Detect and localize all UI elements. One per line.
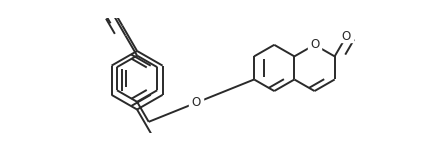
Bar [339,31,352,42]
Text: O: O [341,30,350,43]
Bar [307,39,321,50]
Text: O: O [309,38,318,51]
Text: O: O [191,96,200,109]
Bar [189,97,203,108]
